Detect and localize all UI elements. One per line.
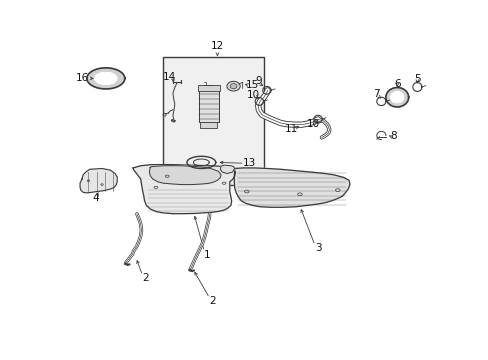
Text: 7: 7 [372,90,379,99]
Text: 12: 12 [210,41,224,51]
Text: 1: 1 [203,250,210,260]
Text: 14: 14 [163,72,176,82]
Polygon shape [80,168,117,193]
Text: 13: 13 [243,158,256,168]
Text: 6: 6 [393,79,400,89]
Text: 2: 2 [209,296,216,306]
Polygon shape [149,166,221,185]
Text: 4: 4 [93,193,99,203]
Polygon shape [94,72,117,85]
Ellipse shape [226,81,240,91]
Bar [197,85,220,91]
Bar [200,122,217,128]
Text: 8: 8 [389,131,396,141]
Text: 10: 10 [246,90,259,100]
Polygon shape [87,68,124,89]
Text: 5: 5 [413,74,420,84]
Polygon shape [389,91,403,103]
Polygon shape [220,165,234,174]
Text: 2: 2 [142,273,148,283]
Text: 3: 3 [315,243,322,253]
Polygon shape [385,87,408,107]
Text: 16: 16 [75,73,88,84]
Bar [198,86,219,122]
Polygon shape [133,165,235,214]
Text: 15: 15 [245,80,259,90]
Text: 9: 9 [254,76,261,86]
Text: 10: 10 [306,118,319,129]
Ellipse shape [230,84,237,89]
Polygon shape [234,168,349,207]
Bar [163,57,264,185]
Text: 11: 11 [285,124,298,134]
